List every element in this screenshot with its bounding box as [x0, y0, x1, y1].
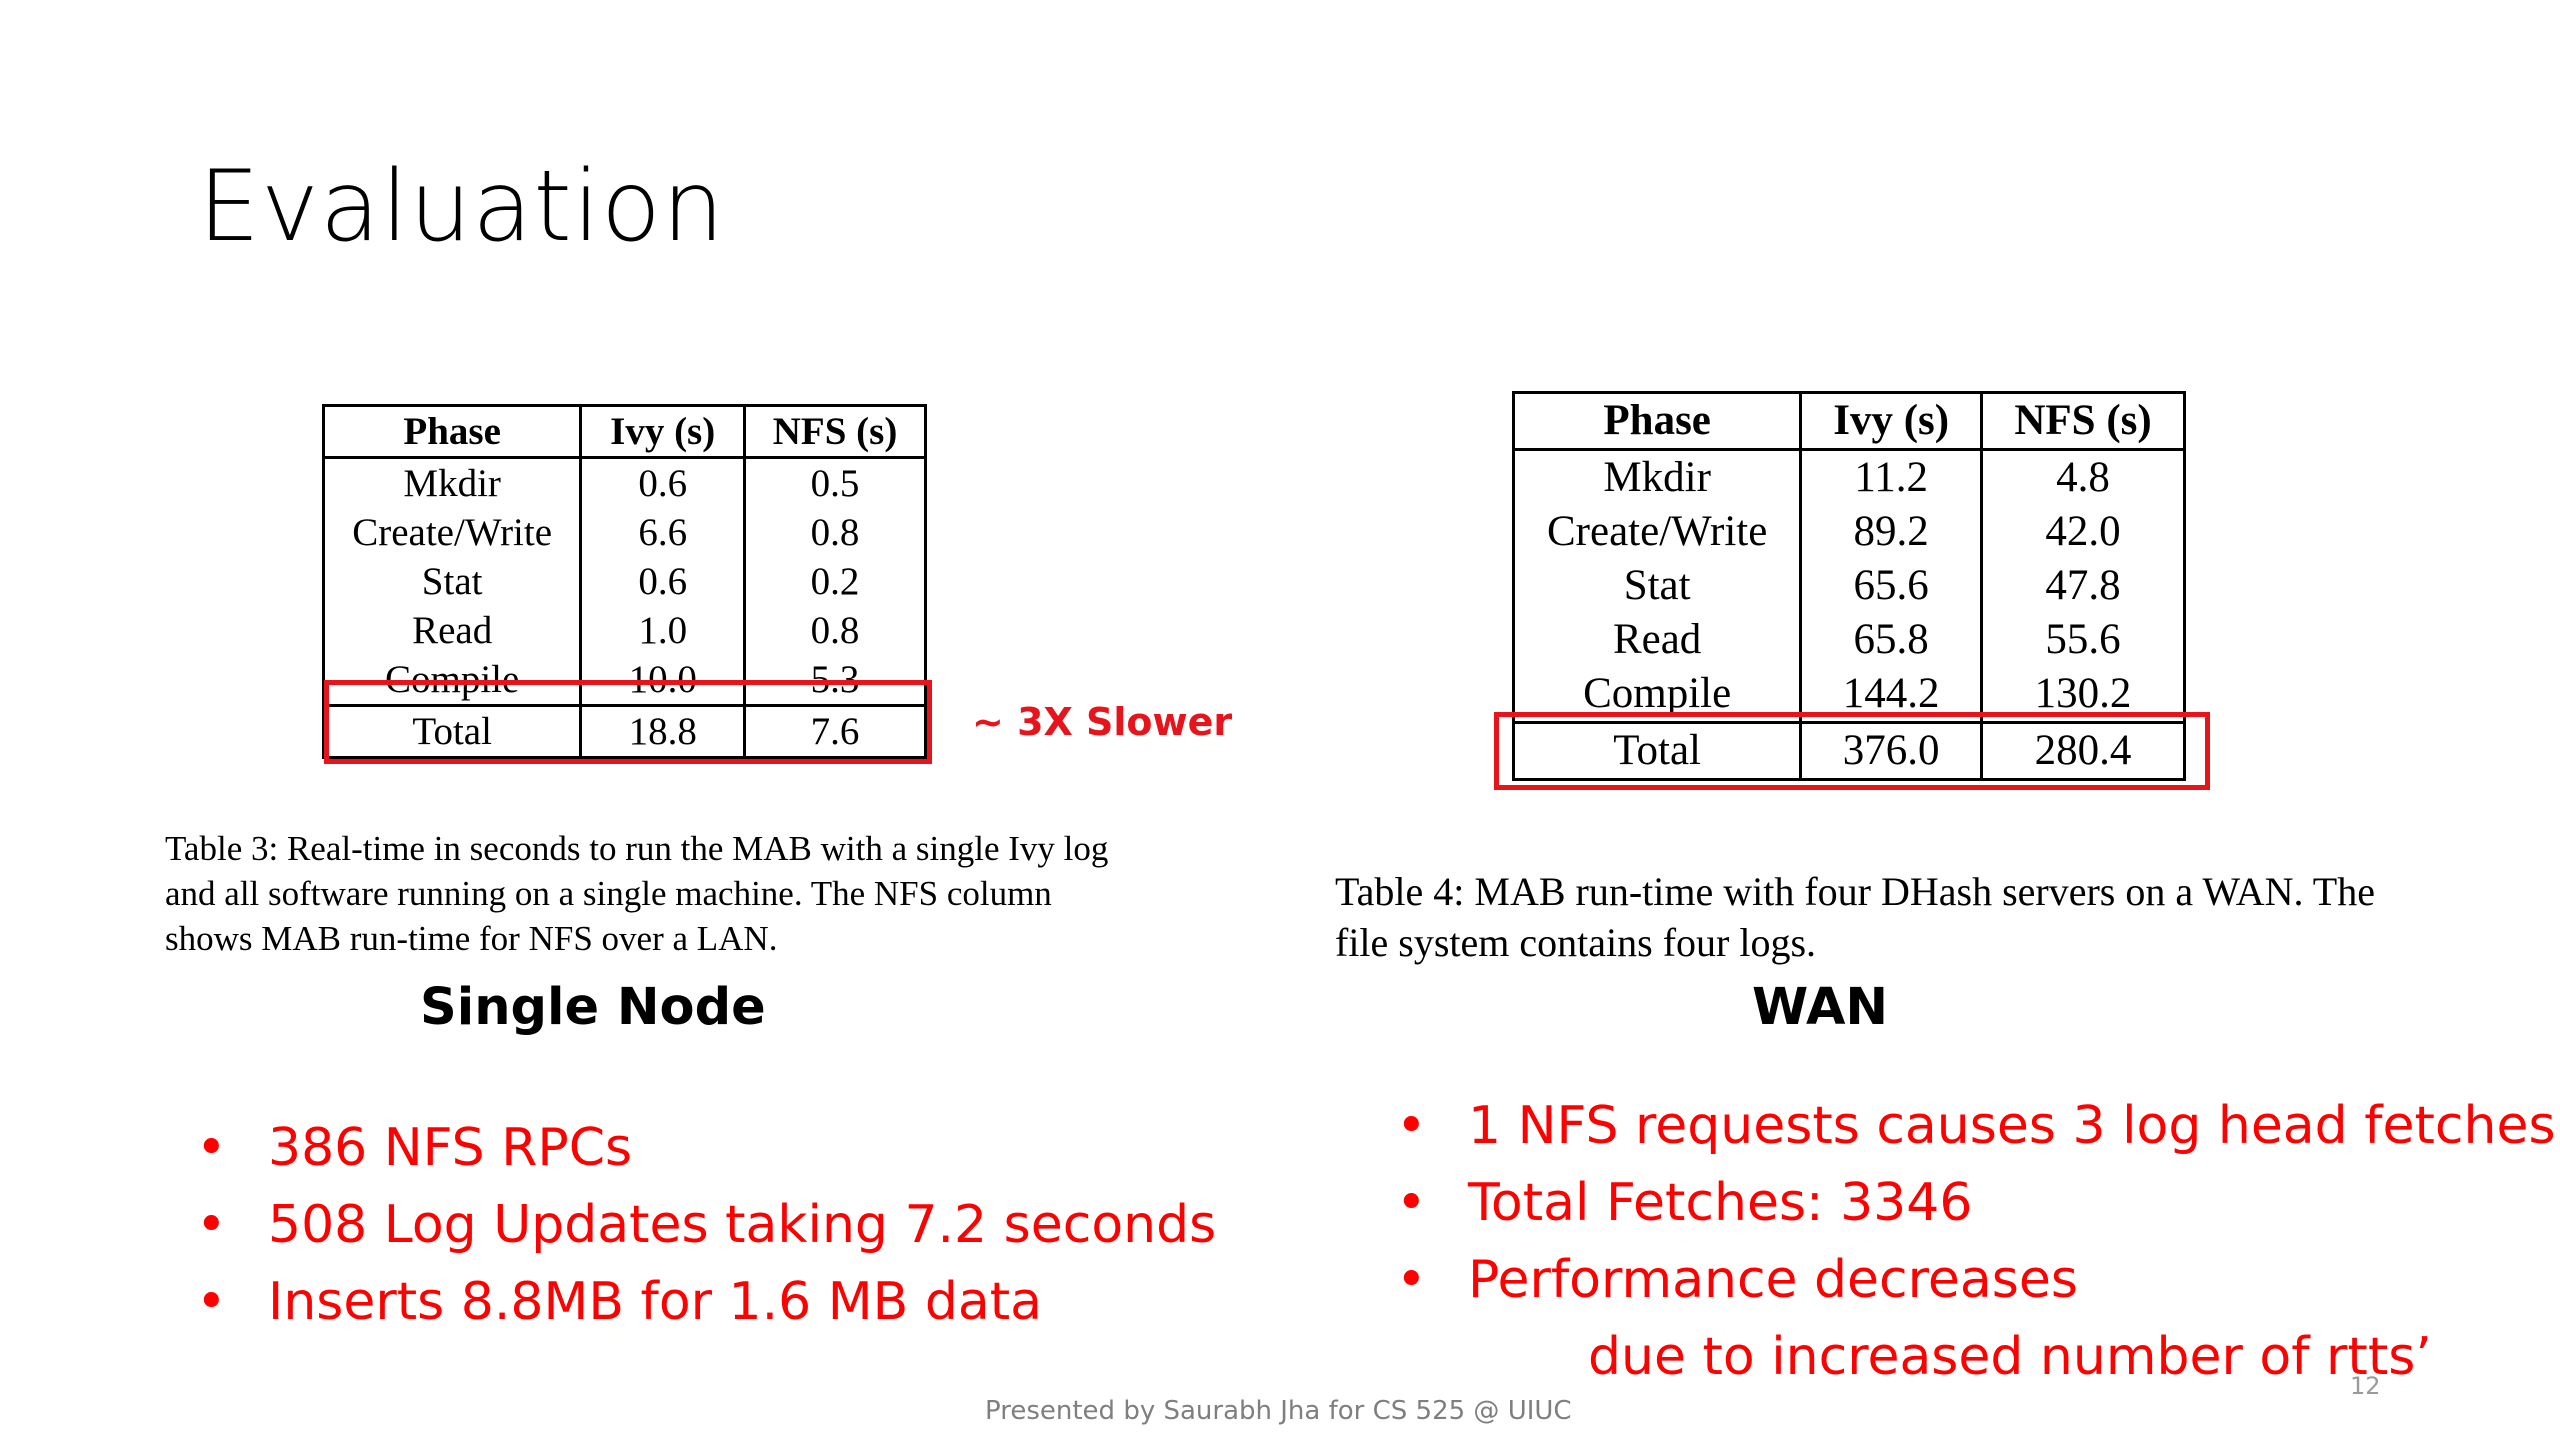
bullet-text: Total Fetches: 3346: [1468, 1173, 1973, 1233]
cell-phase: Create/Write: [321, 508, 583, 557]
table-row: Read 65.8 55.6: [1511, 613, 2186, 667]
table-3-caption: Table 3: Real-time in seconds to run the…: [165, 829, 1109, 958]
cell-ivy: 65.6: [1799, 559, 1984, 613]
bullet-dot-icon: •: [196, 1272, 227, 1332]
cell-ivy: 0.6: [579, 457, 747, 508]
table-row: Mkdir 11.2 4.8: [1511, 449, 2186, 505]
cell-nfs: 0.5: [743, 457, 927, 508]
cell-nfs: 42.0: [1980, 505, 2186, 559]
bullet-text: Performance decreases: [1468, 1250, 2078, 1310]
cell-nfs: 280.4: [1980, 721, 2186, 780]
table-4-wan: Phase Ivy (s) NFS (s) Mkdir 11.2 4.8 Cre…: [1511, 391, 2186, 781]
header-nfs: NFS (s): [743, 405, 927, 459]
header-ivy: Ivy (s): [1799, 392, 1984, 451]
bullet-text: Inserts 8.8MB for 1.6 MB data: [268, 1272, 1042, 1332]
table-row: Stat 0.6 0.2: [321, 557, 927, 606]
cell-phase: Read: [1511, 613, 1803, 667]
cell-phase: Mkdir: [321, 457, 583, 508]
bullet-dot-icon: •: [1396, 1173, 1427, 1233]
cell-nfs: 55.6: [1980, 613, 2186, 667]
list-item-continuation: due to increased number of rtts’: [1468, 1319, 2556, 1396]
bullet-dot-icon: •: [1396, 1250, 1427, 1310]
total-highlight-box: [1494, 712, 2210, 790]
wan-bullet-list: • 1 NFS requests causes 3 log head fetche…: [1396, 1088, 2556, 1396]
cell-ivy: 0.6: [579, 557, 747, 606]
list-item: • 1 NFS requests causes 3 log head fetche…: [1396, 1088, 2556, 1165]
bullet-text: 386 NFS RPCs: [268, 1118, 633, 1178]
bullet-dot-icon: •: [1396, 1096, 1427, 1156]
cell-nfs: 0.2: [743, 557, 927, 606]
table-header-row: Phase Ivy (s) NFS (s): [321, 405, 927, 459]
table-3-single-node: Phase Ivy (s) NFS (s) Mkdir 0.6 0.5 Crea…: [321, 404, 927, 759]
table-row: Mkdir 0.6 0.5: [321, 457, 927, 508]
bullet-dot-icon: •: [196, 1118, 227, 1178]
cell-nfs: 0.8: [743, 606, 927, 655]
cell-ivy: 89.2: [1799, 505, 1984, 559]
cell-nfs: 7.6: [743, 704, 927, 758]
wan-label: WAN: [1752, 978, 1889, 1037]
cell-ivy: 1.0: [579, 606, 747, 655]
bullet-text: due to increased number of rtts’: [1588, 1327, 2432, 1387]
table-total-row: Total 376.0 280.4: [1511, 721, 2186, 780]
cell-nfs: 47.8: [1980, 559, 2186, 613]
single-node-label: Single Node: [420, 978, 766, 1037]
cell-phase: Stat: [1511, 559, 1803, 613]
header-ivy: Ivy (s): [579, 405, 747, 459]
cell-ivy: 11.2: [1799, 449, 1984, 505]
list-item: • Performance decreases: [1396, 1242, 2556, 1319]
cell-phase: Create/Write: [1511, 505, 1803, 559]
table-header-row: Phase Ivy (s) NFS (s): [1511, 392, 2186, 451]
list-item: • 508 Log Updates taking 7.2 seconds: [196, 1187, 1217, 1264]
table-row: Stat 65.6 47.8: [1511, 559, 2186, 613]
cell-ivy: 65.8: [1799, 613, 1984, 667]
cell-ivy: 18.8: [579, 704, 747, 758]
header-nfs: NFS (s): [1980, 392, 2186, 451]
table-row: Create/Write 6.6 0.8: [321, 508, 927, 557]
cell-ivy: 376.0: [1799, 721, 1984, 780]
bullet-text: 508 Log Updates taking 7.2 seconds: [268, 1195, 1217, 1255]
cell-ivy: 6.6: [579, 508, 747, 557]
footer-credit: Presented by Saurabh Jha for CS 525 @ UI…: [985, 1396, 1572, 1426]
list-item: • 386 NFS RPCs: [196, 1110, 1216, 1187]
total-highlight-box: [324, 680, 932, 764]
header-phase: Phase: [1511, 392, 1803, 451]
slowdown-annotation: ~ 3X Slower: [972, 700, 1233, 744]
cell-phase: Stat: [321, 557, 583, 606]
slide-title: Evaluation: [198, 150, 726, 264]
cell-nfs: 4.8: [1980, 449, 2186, 505]
list-item: • Inserts 8.8MB for 1.6 MB data: [196, 1264, 1216, 1341]
bullet-dot-icon: •: [196, 1195, 227, 1255]
list-item: • Total Fetches: 3346: [1396, 1165, 2556, 1242]
bullet-text: 1 NFS requests causes 3 log head fetches: [1468, 1096, 2556, 1156]
slide-number: 12: [2350, 1372, 2381, 1400]
cell-phase: Mkdir: [1511, 449, 1803, 505]
cell-phase: Total: [1511, 721, 1803, 780]
cell-nfs: 0.8: [743, 508, 927, 557]
header-phase: Phase: [321, 405, 583, 459]
cell-phase: Read: [321, 606, 583, 655]
table-row: Read 1.0 0.8: [321, 606, 927, 655]
table-row: Create/Write 89.2 42.0: [1511, 505, 2186, 559]
table-4-caption: Table 4: MAB run-time with four DHash se…: [1335, 869, 2375, 965]
single-node-bullet-list: • 386 NFS RPCs • 508 Log Updates taking 7.…: [196, 1110, 1217, 1341]
